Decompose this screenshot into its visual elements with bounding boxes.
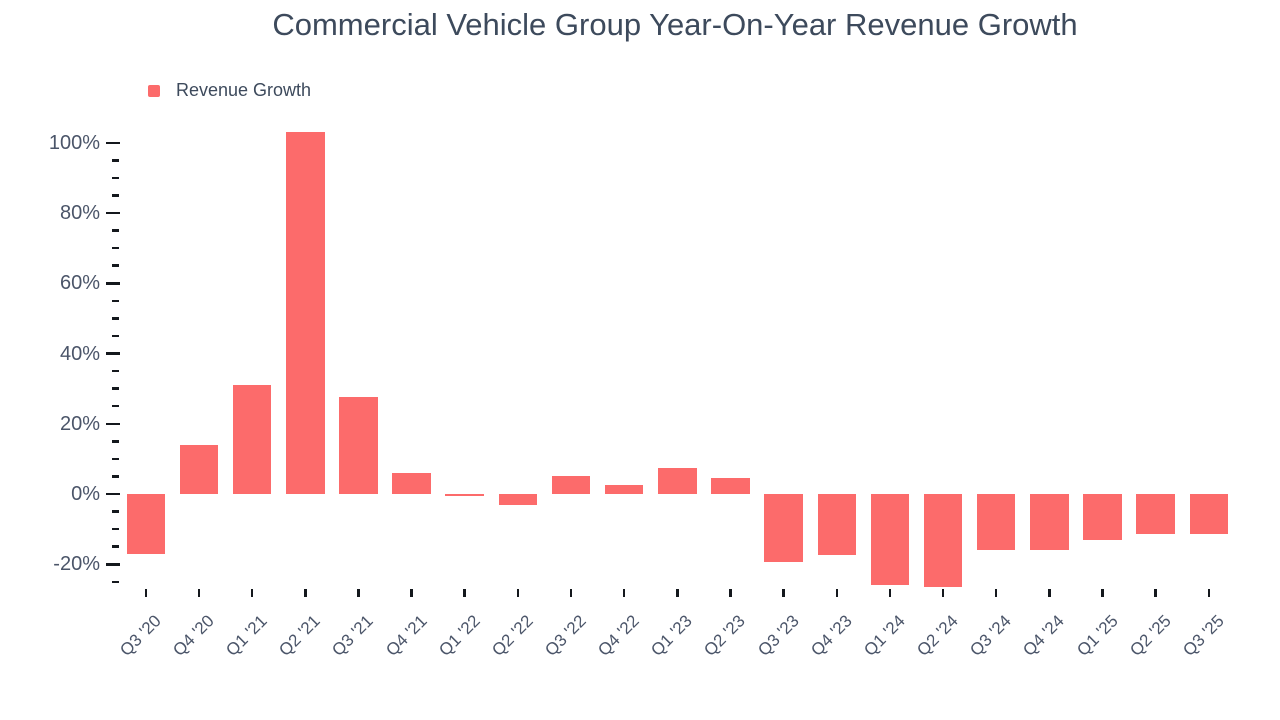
- y-axis-minor-tick: [112, 299, 119, 303]
- y-axis-minor-tick: [112, 527, 119, 531]
- y-axis-minor-tick: [112, 246, 119, 250]
- y-axis-minor-tick: [112, 159, 119, 162]
- bar: [870, 494, 910, 586]
- bar: [339, 397, 378, 494]
- y-axis-label: 60%: [59, 272, 100, 295]
- x-axis-tick: [516, 589, 520, 597]
- y-axis-label: 20%: [59, 412, 100, 435]
- bar: [498, 494, 538, 505]
- bar: [551, 476, 591, 494]
- y-axis-major-tick: [106, 492, 120, 496]
- y-axis-minor-tick: [112, 404, 119, 408]
- x-axis-tick: [569, 589, 573, 597]
- x-axis-tick: [250, 589, 254, 597]
- bar: [1136, 494, 1175, 535]
- bar: [1083, 494, 1122, 540]
- bar: [286, 132, 325, 494]
- y-axis-major-tick: [106, 563, 120, 566]
- y-axis-label: -20%: [53, 553, 100, 576]
- x-axis-tick: [197, 589, 201, 597]
- y-axis-minor-tick: [112, 264, 119, 267]
- y-axis-major-tick: [106, 352, 120, 355]
- y-axis-minor-tick: [112, 334, 119, 338]
- x-axis-tick: [357, 589, 360, 597]
- x-axis-tick: [994, 589, 998, 597]
- bar: [604, 485, 644, 494]
- bar: [445, 494, 484, 496]
- bar: [392, 472, 431, 494]
- y-axis-major-tick: [106, 422, 120, 425]
- y-axis-minor-tick: [112, 580, 119, 584]
- x-axis-tick: [144, 589, 148, 597]
- y-axis-minor-tick: [112, 317, 119, 320]
- bar: [923, 494, 963, 588]
- y-axis-label: 80%: [59, 202, 100, 224]
- x-axis-label: Q3 '20: [116, 611, 165, 660]
- x-axis-tick: [304, 589, 307, 597]
- y-axis-minor-tick: [112, 457, 119, 461]
- x-axis-tick: [463, 589, 466, 597]
- chart-title: Commercial Vehicle Group Year-On-Year Re…: [272, 7, 1078, 42]
- x-axis-tick: [729, 589, 732, 597]
- legend: Revenue Growth: [148, 80, 311, 101]
- x-axis-tick: [1207, 589, 1211, 597]
- y-axis-minor-tick: [112, 387, 119, 390]
- y-axis-minor-tick: [112, 475, 119, 478]
- x-axis-tick: [622, 589, 626, 597]
- y-axis-label: 100%: [48, 131, 100, 154]
- y-axis-minor-tick: [112, 194, 119, 197]
- y-axis-label: 0%: [71, 483, 100, 505]
- bar: [658, 467, 697, 494]
- bar: [711, 478, 750, 494]
- y-axis-minor-tick: [112, 440, 119, 443]
- x-axis-tick: [676, 589, 679, 597]
- bar: [1189, 494, 1229, 535]
- x-axis-tick: [1101, 589, 1104, 597]
- y-axis-major-tick: [106, 211, 120, 215]
- bar: [126, 494, 166, 554]
- y-axis-minor-tick: [112, 510, 119, 513]
- y-axis-minor-tick: [112, 229, 119, 232]
- x-axis-tick: [1154, 589, 1157, 597]
- x-axis-tick: [1048, 589, 1051, 597]
- bar: [232, 385, 272, 494]
- y-axis-major-tick: [106, 141, 120, 144]
- x-axis-tick: [888, 589, 892, 597]
- y-axis-minor-tick: [112, 545, 119, 548]
- y-axis-minor-tick: [112, 369, 119, 373]
- bar: [817, 494, 856, 556]
- legend-label: Revenue Growth: [176, 80, 312, 100]
- bar: [976, 494, 1016, 551]
- bar: [1030, 494, 1069, 551]
- bar: [764, 494, 803, 563]
- x-axis-tick: [941, 589, 945, 597]
- y-axis-label: 40%: [59, 342, 100, 365]
- legend-swatch: [148, 84, 160, 97]
- y-axis-minor-tick: [112, 176, 119, 180]
- x-axis-tick: [782, 589, 785, 597]
- x-axis-tick: [410, 589, 413, 597]
- bar: [179, 444, 219, 494]
- x-axis-tick: [835, 589, 838, 597]
- y-axis-major-tick: [106, 282, 120, 285]
